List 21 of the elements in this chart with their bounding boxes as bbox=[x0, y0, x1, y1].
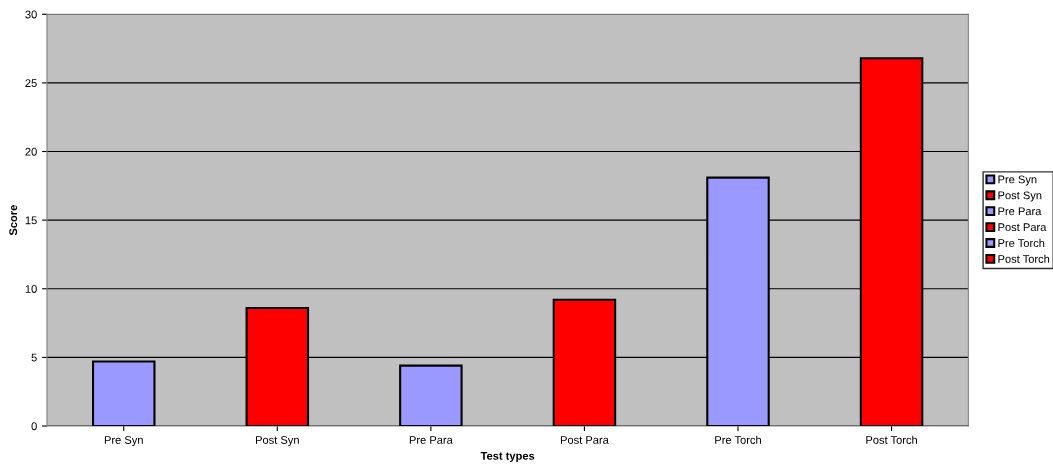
legend-label: Pre Syn bbox=[998, 175, 1037, 186]
y-axis-title: Score bbox=[9, 205, 18, 236]
legend-label: Post Torch bbox=[998, 254, 1050, 263]
y-tick-label: 25 bbox=[25, 79, 37, 88]
y-tick-label: 30 bbox=[25, 10, 37, 19]
x-axis-title: Test types bbox=[480, 452, 535, 463]
legend-label: Pre Para bbox=[998, 207, 1042, 216]
x-tick-label: Pre Torch bbox=[715, 435, 761, 444]
x-tick-label: Post Para bbox=[560, 436, 609, 444]
x-tick-label: Post Syn bbox=[255, 436, 299, 447]
x-tick-label: Pre Para bbox=[409, 436, 453, 444]
y-tick-label: 10 bbox=[25, 285, 37, 293]
y-tick-label: 20 bbox=[25, 147, 37, 156]
legend-label: Pre Torch bbox=[998, 238, 1045, 247]
legend-label: Post Para bbox=[998, 223, 1047, 232]
y-tick-label: 15 bbox=[25, 216, 37, 225]
y-tick-label: 5 bbox=[31, 353, 37, 362]
y-tick-label: 0 bbox=[31, 422, 37, 431]
legend-label: Post Syn bbox=[998, 191, 1042, 202]
x-tick-label: Post Torch bbox=[866, 435, 917, 444]
x-tick-label: Pre Syn bbox=[104, 436, 143, 447]
